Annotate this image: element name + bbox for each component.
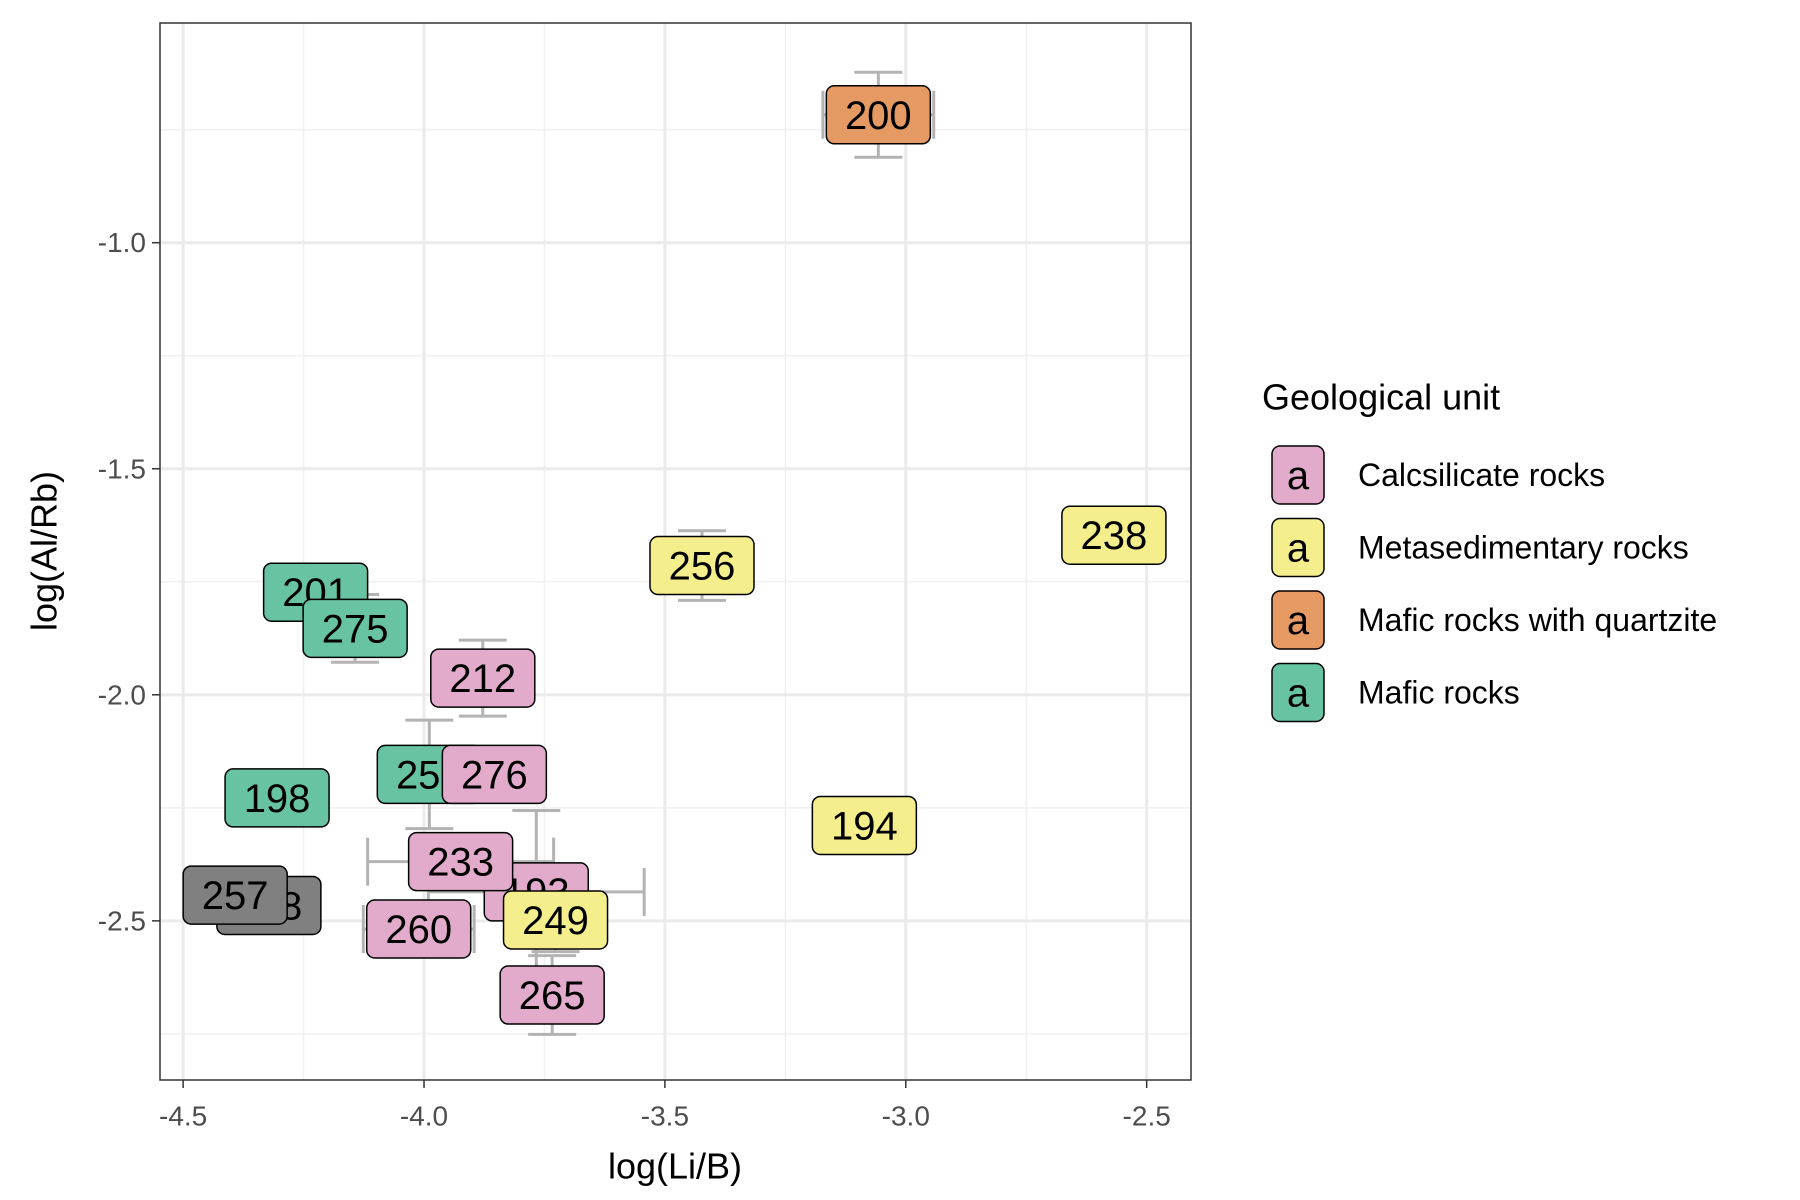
x-tick-label: -2.5	[1123, 1101, 1171, 1132]
label-box	[502, 890, 609, 950]
point-label: 256	[649, 535, 755, 596]
label-box	[825, 85, 932, 145]
label-text: 257	[202, 874, 269, 918]
y-tick-label: -2.0	[98, 679, 146, 710]
legend-key-text: a	[1287, 672, 1310, 716]
point-label: 257	[182, 865, 288, 925]
legend: Geological unit a Calcsilicate rocks a Meta…	[1262, 377, 1717, 723]
x-axis-title: log(Li/B)	[608, 1146, 742, 1187]
legend-key-text: a	[1287, 527, 1310, 571]
axes: -4.5 -4.0 -3.5 -3.0 -2.5 -1.0 -1.5 -2.0 -2.5	[98, 227, 1171, 1131]
x-tick-label: -4.5	[159, 1101, 207, 1132]
labels: 2012751982522582572122761932332602652382…	[182, 85, 1167, 1025]
point-label: 238	[1061, 505, 1167, 565]
x-tick-label: -3.0	[882, 1101, 930, 1132]
label-text: 249	[522, 899, 589, 943]
label-text: 200	[845, 94, 912, 138]
legend-label: Metasedimentary rocks	[1358, 530, 1689, 566]
x-tick-label: -4.0	[400, 1101, 448, 1132]
x-tick-label: -3.5	[641, 1101, 689, 1132]
label-box	[182, 865, 288, 925]
legend-key	[1271, 590, 1325, 650]
legend-key-text: a	[1287, 599, 1310, 643]
label-box	[407, 831, 514, 892]
point-label: 275	[302, 598, 408, 659]
label-text: 212	[449, 657, 516, 701]
label-text: 275	[322, 607, 389, 651]
point-label: 276	[441, 744, 548, 805]
y-tick-label: -1.0	[98, 227, 146, 258]
point-label: 260	[365, 899, 472, 959]
point-label: 233	[407, 831, 514, 892]
label-text: 233	[427, 841, 494, 885]
legend-label: Mafic rocks with quartzite	[1358, 602, 1717, 638]
point-label: 200	[825, 85, 932, 145]
y-tick-label: -2.5	[98, 905, 146, 936]
point-label: 198	[224, 768, 330, 828]
label-text: 198	[244, 777, 311, 821]
label-box	[430, 648, 536, 708]
legend-key	[1271, 445, 1325, 505]
label-text: 256	[669, 545, 736, 589]
label-box	[811, 795, 918, 856]
point-label: 249	[502, 890, 609, 950]
label-text: 260	[385, 908, 452, 952]
point-label: 212	[430, 648, 536, 708]
label-text: 276	[461, 753, 528, 797]
label-box	[224, 768, 330, 828]
panel-border	[159, 22, 1192, 1081]
point-label: 265	[499, 965, 605, 1025]
legend-label: Calcsilicate rocks	[1358, 457, 1605, 493]
label-box	[441, 744, 548, 805]
label-box	[499, 965, 605, 1025]
y-axis-title: log(Al/Rb)	[24, 471, 65, 631]
label-text: 265	[519, 974, 586, 1018]
label-text: 238	[1081, 514, 1148, 558]
legend-key	[1271, 662, 1325, 723]
label-box	[365, 899, 472, 959]
label-text: 194	[831, 804, 898, 848]
label-box	[302, 598, 408, 659]
legend-key-text: a	[1287, 454, 1310, 498]
point-label: 194	[811, 795, 918, 856]
legend-title: Geological unit	[1262, 377, 1500, 418]
label-box	[649, 535, 755, 596]
legend-key	[1271, 517, 1325, 578]
legend-label: Mafic rocks	[1358, 675, 1520, 711]
label-box	[1061, 505, 1167, 565]
y-tick-label: -1.5	[98, 453, 146, 484]
